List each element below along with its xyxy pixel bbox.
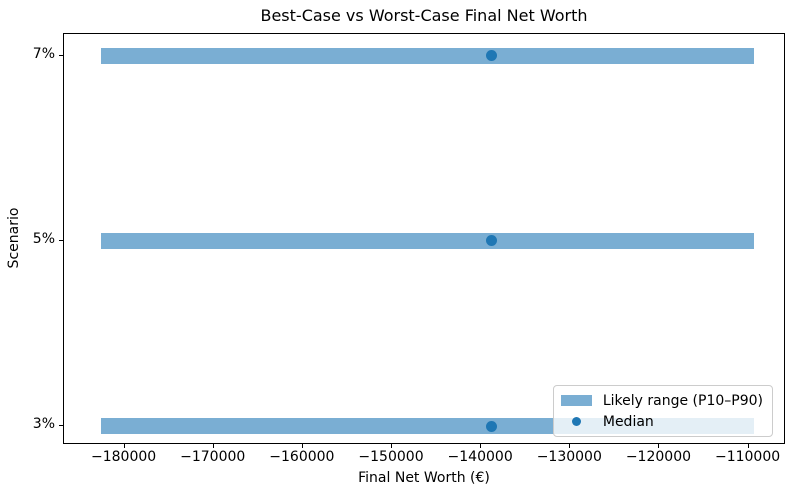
x-tick-label: −110000 <box>714 449 781 465</box>
median-dot-swatch-icon <box>571 417 581 426</box>
y-tick-label: 3% <box>32 416 55 433</box>
legend-bar-swatch-col <box>560 395 592 406</box>
legend-item-range: Likely range (P10–P90) <box>560 390 763 411</box>
legend-item-median: Median <box>561 411 763 432</box>
x-tick <box>301 444 303 448</box>
x-tick-label: −120000 <box>625 449 692 465</box>
range-bar <box>100 47 754 64</box>
chart-title: Best-Case vs Worst-Case Final Net Worth <box>260 6 588 25</box>
legend-dot-swatch-col <box>561 417 592 426</box>
y-tick <box>59 239 63 241</box>
x-tick <box>569 444 571 448</box>
x-tick <box>480 444 482 448</box>
x-tick-label: −140000 <box>447 449 513 465</box>
x-tick-label: −160000 <box>269 449 335 465</box>
median-dot <box>486 420 498 432</box>
x-tick-label: −180000 <box>91 449 157 465</box>
x-axis-label: Final Net Worth (€) <box>358 470 490 486</box>
range-bar-swatch-icon <box>560 395 592 406</box>
y-tick-label: 5% <box>32 230 55 247</box>
legend-label-range: Likely range (P10–P90) <box>602 392 763 409</box>
y-tick <box>59 54 63 56</box>
x-tick-label: −130000 <box>536 449 602 465</box>
y-tick <box>59 425 63 427</box>
y-tick-label: 7% <box>32 45 55 62</box>
x-tick-label: −150000 <box>358 449 424 465</box>
x-tick <box>123 444 125 448</box>
median-dot <box>486 50 498 62</box>
x-tick <box>747 444 749 448</box>
legend: Likely range (P10–P90) Median <box>552 385 773 437</box>
x-tick <box>212 444 214 448</box>
median-dot <box>486 235 498 247</box>
range-bar <box>100 232 754 249</box>
x-tick-label: −170000 <box>180 449 246 465</box>
legend-label-median: Median <box>602 413 654 430</box>
x-tick <box>658 444 660 448</box>
x-tick <box>391 444 393 448</box>
plot-area: Likely range (P10–P90) Median <box>63 33 785 444</box>
